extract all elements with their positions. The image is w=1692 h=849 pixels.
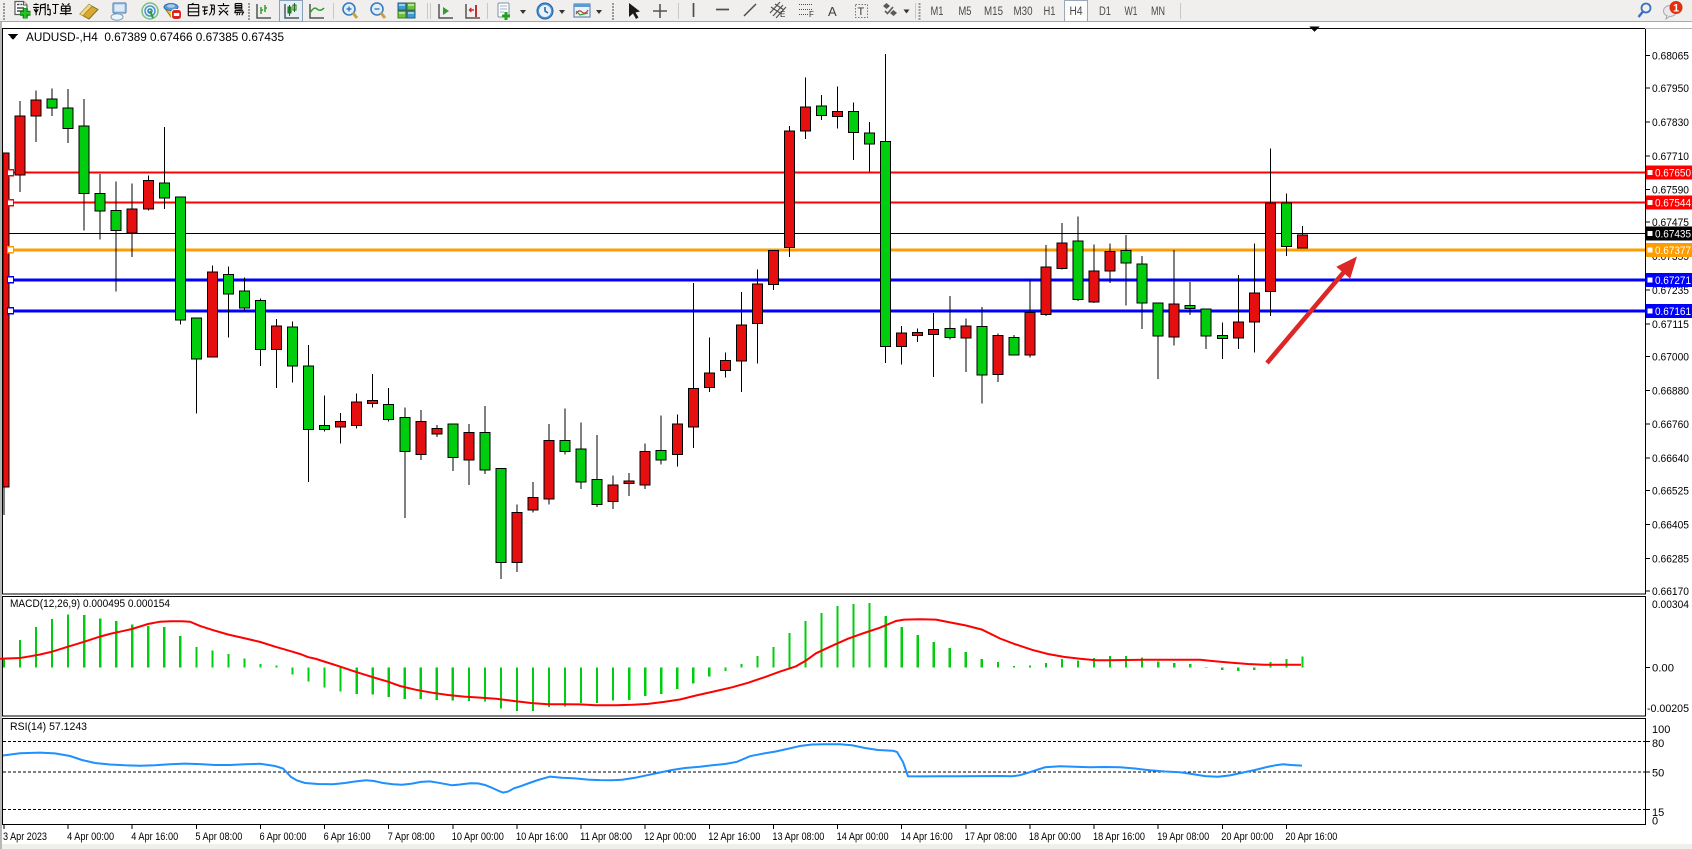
svg-text:0.00304: 0.00304 <box>1652 599 1689 611</box>
svg-text:50: 50 <box>1652 767 1664 779</box>
svg-text:MN: MN <box>1151 6 1165 18</box>
svg-text:12 Apr 16:00: 12 Apr 16:00 <box>708 831 760 843</box>
svg-text:19 Apr 08:00: 19 Apr 08:00 <box>1157 831 1209 843</box>
svg-text:7 Apr 08:00: 7 Apr 08:00 <box>388 831 435 843</box>
svg-text:H1: H1 <box>1044 6 1056 18</box>
svg-text:E: E <box>780 10 785 19</box>
svg-text:M1: M1 <box>931 6 944 18</box>
svg-text:5 Apr 08:00: 5 Apr 08:00 <box>195 831 242 843</box>
svg-text:6 Apr 16:00: 6 Apr 16:00 <box>324 831 371 843</box>
svg-text:M30: M30 <box>1014 6 1033 18</box>
svg-text:0.67650: 0.67650 <box>1655 168 1691 180</box>
svg-text:0.67271: 0.67271 <box>1655 275 1691 287</box>
svg-text:100: 100 <box>1652 724 1670 736</box>
svg-text:15: 15 <box>1652 807 1664 819</box>
svg-text:M5: M5 <box>959 6 972 18</box>
svg-text:0.67590: 0.67590 <box>1652 185 1689 197</box>
svg-text:80: 80 <box>1652 738 1664 750</box>
svg-text:M15: M15 <box>984 6 1003 18</box>
svg-text:0.67377: 0.67377 <box>1655 245 1691 257</box>
svg-text:T: T <box>858 6 865 18</box>
svg-text:0.67000: 0.67000 <box>1652 351 1689 363</box>
svg-text:RSI(14) 57.1243: RSI(14) 57.1243 <box>10 721 87 733</box>
svg-text:0: 0 <box>1652 816 1658 828</box>
svg-text:4 Apr 00:00: 4 Apr 00:00 <box>67 831 114 843</box>
svg-text:12 Apr 00:00: 12 Apr 00:00 <box>644 831 696 843</box>
svg-text:10 Apr 16:00: 10 Apr 16:00 <box>516 831 568 843</box>
svg-text:20 Apr 00:00: 20 Apr 00:00 <box>1221 831 1273 843</box>
svg-text:13 Apr 08:00: 13 Apr 08:00 <box>772 831 824 843</box>
svg-text:0.67235: 0.67235 <box>1652 285 1689 297</box>
svg-text:F: F <box>809 10 814 19</box>
svg-text:14 Apr 16:00: 14 Apr 16:00 <box>901 831 953 843</box>
svg-text:6 Apr 00:00: 6 Apr 00:00 <box>260 831 307 843</box>
svg-text:D1: D1 <box>1099 6 1111 18</box>
svg-text:0.66170: 0.66170 <box>1652 586 1689 598</box>
svg-text:0.67475: 0.67475 <box>1652 217 1689 229</box>
svg-text:0.67830: 0.67830 <box>1652 117 1689 129</box>
svg-text:0.66880: 0.66880 <box>1652 385 1689 397</box>
svg-text:0.66640: 0.66640 <box>1652 453 1689 465</box>
svg-text:0.68065: 0.68065 <box>1652 51 1689 63</box>
svg-text:0.00: 0.00 <box>1652 663 1674 675</box>
svg-text:A: A <box>828 4 837 19</box>
svg-text:0.66525: 0.66525 <box>1652 486 1689 498</box>
svg-text:0.67161: 0.67161 <box>1655 306 1691 318</box>
svg-text:W1: W1 <box>1125 6 1138 18</box>
svg-text:10 Apr 00:00: 10 Apr 00:00 <box>452 831 504 843</box>
svg-text:17 Apr 08:00: 17 Apr 08:00 <box>965 831 1017 843</box>
svg-text:AUDUSD-,H4 0.67389 0.67466 0.: AUDUSD-,H4 0.67389 0.67466 0.67385 0.674… <box>26 30 284 44</box>
svg-text:0.66760: 0.66760 <box>1652 419 1689 431</box>
svg-text:18 Apr 16:00: 18 Apr 16:00 <box>1093 831 1145 843</box>
svg-text:3 Apr 2023: 3 Apr 2023 <box>3 831 47 843</box>
svg-text:MACD(12,26,9) 0.000495 0.00015: MACD(12,26,9) 0.000495 0.000154 <box>10 598 170 610</box>
svg-text:0.67950: 0.67950 <box>1652 83 1689 95</box>
svg-text:0.66405: 0.66405 <box>1652 520 1689 532</box>
svg-text:4 Apr 16:00: 4 Apr 16:00 <box>131 831 178 843</box>
svg-text:0.67710: 0.67710 <box>1652 151 1689 163</box>
svg-text:11 Apr 08:00: 11 Apr 08:00 <box>580 831 632 843</box>
svg-text:18 Apr 00:00: 18 Apr 00:00 <box>1029 831 1081 843</box>
svg-text:0.67115: 0.67115 <box>1652 319 1689 331</box>
svg-text:20 Apr 16:00: 20 Apr 16:00 <box>1285 831 1337 843</box>
svg-text:H4: H4 <box>1070 6 1084 18</box>
svg-text:-0.00205: -0.00205 <box>1647 703 1689 715</box>
svg-text:14 Apr 00:00: 14 Apr 00:00 <box>837 831 889 843</box>
svg-text:0.67435: 0.67435 <box>1655 229 1691 241</box>
svg-text:0.67544: 0.67544 <box>1655 198 1691 210</box>
svg-text:1: 1 <box>1673 3 1679 15</box>
svg-text:0.66285: 0.66285 <box>1652 553 1689 565</box>
